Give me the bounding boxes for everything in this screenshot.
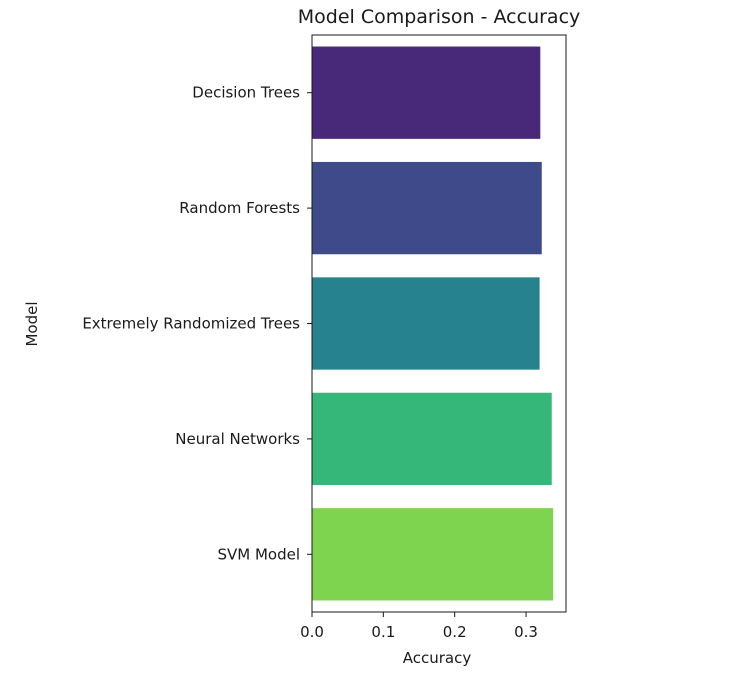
ticks-layer: Decision Trees Random Forests Extremely Ra… bbox=[82, 84, 538, 641]
y-tick-label: Random Forests bbox=[179, 199, 300, 217]
bar bbox=[312, 161, 542, 255]
y-tick-label: Decision Trees bbox=[192, 84, 300, 102]
y-tick-label: Neural Networks bbox=[175, 430, 300, 448]
bars-layer bbox=[312, 46, 554, 601]
bar bbox=[312, 508, 554, 601]
x-axis-label: Accuracy bbox=[403, 649, 472, 667]
chart-title: Model Comparison - Accuracy bbox=[298, 6, 581, 28]
x-tick-label: 0.1 bbox=[371, 623, 395, 641]
y-axis-label: Model bbox=[23, 301, 41, 346]
plot-frame bbox=[311, 34, 567, 613]
x-tick-label: 0.2 bbox=[443, 623, 467, 641]
bar bbox=[312, 392, 552, 486]
bar bbox=[312, 277, 540, 370]
bar bbox=[312, 46, 541, 139]
y-tick-label: Extremely Randomized Trees bbox=[82, 315, 300, 333]
x-tick-label: 0.0 bbox=[300, 623, 324, 641]
x-tick-label: 0.3 bbox=[514, 623, 538, 641]
y-tick-label: SVM Model bbox=[217, 545, 300, 563]
